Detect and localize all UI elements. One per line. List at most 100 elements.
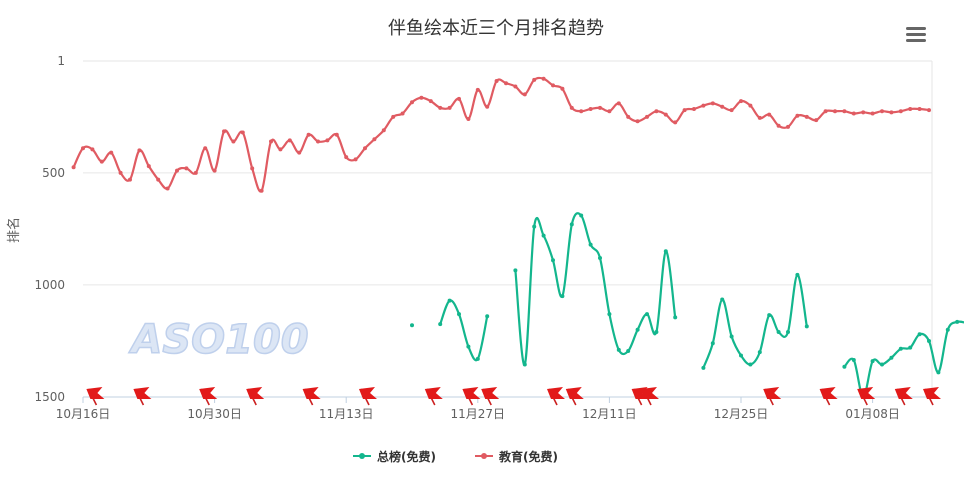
data-point xyxy=(616,101,621,106)
data-point xyxy=(400,111,405,116)
data-point xyxy=(344,155,349,160)
flag-cloth xyxy=(819,387,838,399)
data-point xyxy=(184,166,189,171)
data-point xyxy=(889,355,894,360)
legend-label: 教育(免费) xyxy=(498,449,558,464)
flag-cloth xyxy=(86,387,105,399)
data-point xyxy=(795,113,800,118)
data-point xyxy=(551,258,555,263)
data-point xyxy=(222,129,226,134)
flag-icon xyxy=(763,387,782,406)
data-point xyxy=(316,139,320,144)
data-point xyxy=(137,148,142,153)
data-point xyxy=(786,329,790,334)
data-point xyxy=(908,345,913,350)
data-point xyxy=(908,106,913,111)
flag-icon xyxy=(857,387,876,406)
data-point xyxy=(823,109,828,114)
data-point xyxy=(654,109,659,114)
data-point xyxy=(739,99,743,104)
data-point xyxy=(428,99,433,104)
flag-cloth xyxy=(923,387,941,399)
flag-cloth xyxy=(481,387,500,399)
data-point xyxy=(626,114,631,119)
data-point xyxy=(927,108,931,113)
flag-cloth xyxy=(462,387,481,399)
data-point xyxy=(927,338,931,343)
data-point xyxy=(513,268,518,273)
series-line xyxy=(514,212,677,366)
data-point xyxy=(786,124,790,129)
data-point xyxy=(231,139,236,144)
data-point xyxy=(99,159,104,164)
data-point xyxy=(870,359,875,364)
data-point xyxy=(541,233,546,238)
flag-icon xyxy=(565,387,584,406)
data-point xyxy=(673,120,678,125)
data-point xyxy=(532,77,537,82)
data-point xyxy=(457,312,461,317)
data-point xyxy=(588,242,593,247)
series-line xyxy=(439,299,489,362)
flag-cloth xyxy=(424,387,443,399)
chart-menu-button[interactable] xyxy=(900,20,932,50)
data-point xyxy=(372,137,377,142)
data-point xyxy=(757,350,762,355)
data-point xyxy=(306,132,311,137)
data-point xyxy=(71,165,76,170)
data-point xyxy=(748,103,753,108)
data-point xyxy=(645,312,649,317)
data-point xyxy=(325,138,330,143)
data-point xyxy=(466,344,471,349)
data-point xyxy=(522,362,527,367)
flag-icon xyxy=(199,387,218,406)
series-education-free xyxy=(71,76,931,193)
data-point xyxy=(720,297,725,302)
flag-cloth xyxy=(199,387,218,399)
flag-icon xyxy=(462,387,481,406)
data-point xyxy=(541,76,546,81)
data-point xyxy=(645,114,649,119)
flag-icon xyxy=(641,387,659,406)
data-point xyxy=(767,313,772,318)
series-overall-free xyxy=(410,212,964,399)
data-point xyxy=(165,186,170,191)
data-point xyxy=(814,118,819,123)
data-point xyxy=(579,109,584,114)
data-point xyxy=(109,150,114,155)
data-point xyxy=(598,256,602,261)
x-tick-label: 11月13日 xyxy=(319,407,374,421)
flag-cloth xyxy=(246,387,265,399)
data-point xyxy=(635,327,640,332)
data-point xyxy=(438,322,443,327)
data-point xyxy=(485,104,490,109)
x-tick-label: 10月16日 xyxy=(56,407,111,421)
data-point xyxy=(682,108,687,113)
data-point xyxy=(391,114,396,119)
data-point xyxy=(757,115,762,120)
data-point xyxy=(673,315,678,320)
data-point xyxy=(767,112,772,117)
flag-icon xyxy=(819,387,838,406)
flag-icon xyxy=(302,387,321,406)
flag-icon xyxy=(424,387,443,406)
data-point xyxy=(701,365,706,370)
data-point xyxy=(889,110,894,115)
data-point xyxy=(692,106,696,111)
data-point xyxy=(579,213,584,218)
data-point xyxy=(240,130,245,135)
data-point xyxy=(475,356,480,361)
data-point xyxy=(569,105,574,110)
data-point xyxy=(729,334,734,339)
data-point xyxy=(626,349,631,354)
data-point xyxy=(250,166,255,171)
data-point xyxy=(795,272,800,277)
flag-cloth xyxy=(894,387,913,399)
data-point xyxy=(710,341,715,346)
data-point xyxy=(381,128,386,133)
data-point xyxy=(410,323,414,328)
aso100-watermark: ASO100 xyxy=(128,317,308,363)
hamburger-menu-icon xyxy=(906,27,926,30)
data-point xyxy=(146,164,151,169)
data-point xyxy=(917,106,922,111)
